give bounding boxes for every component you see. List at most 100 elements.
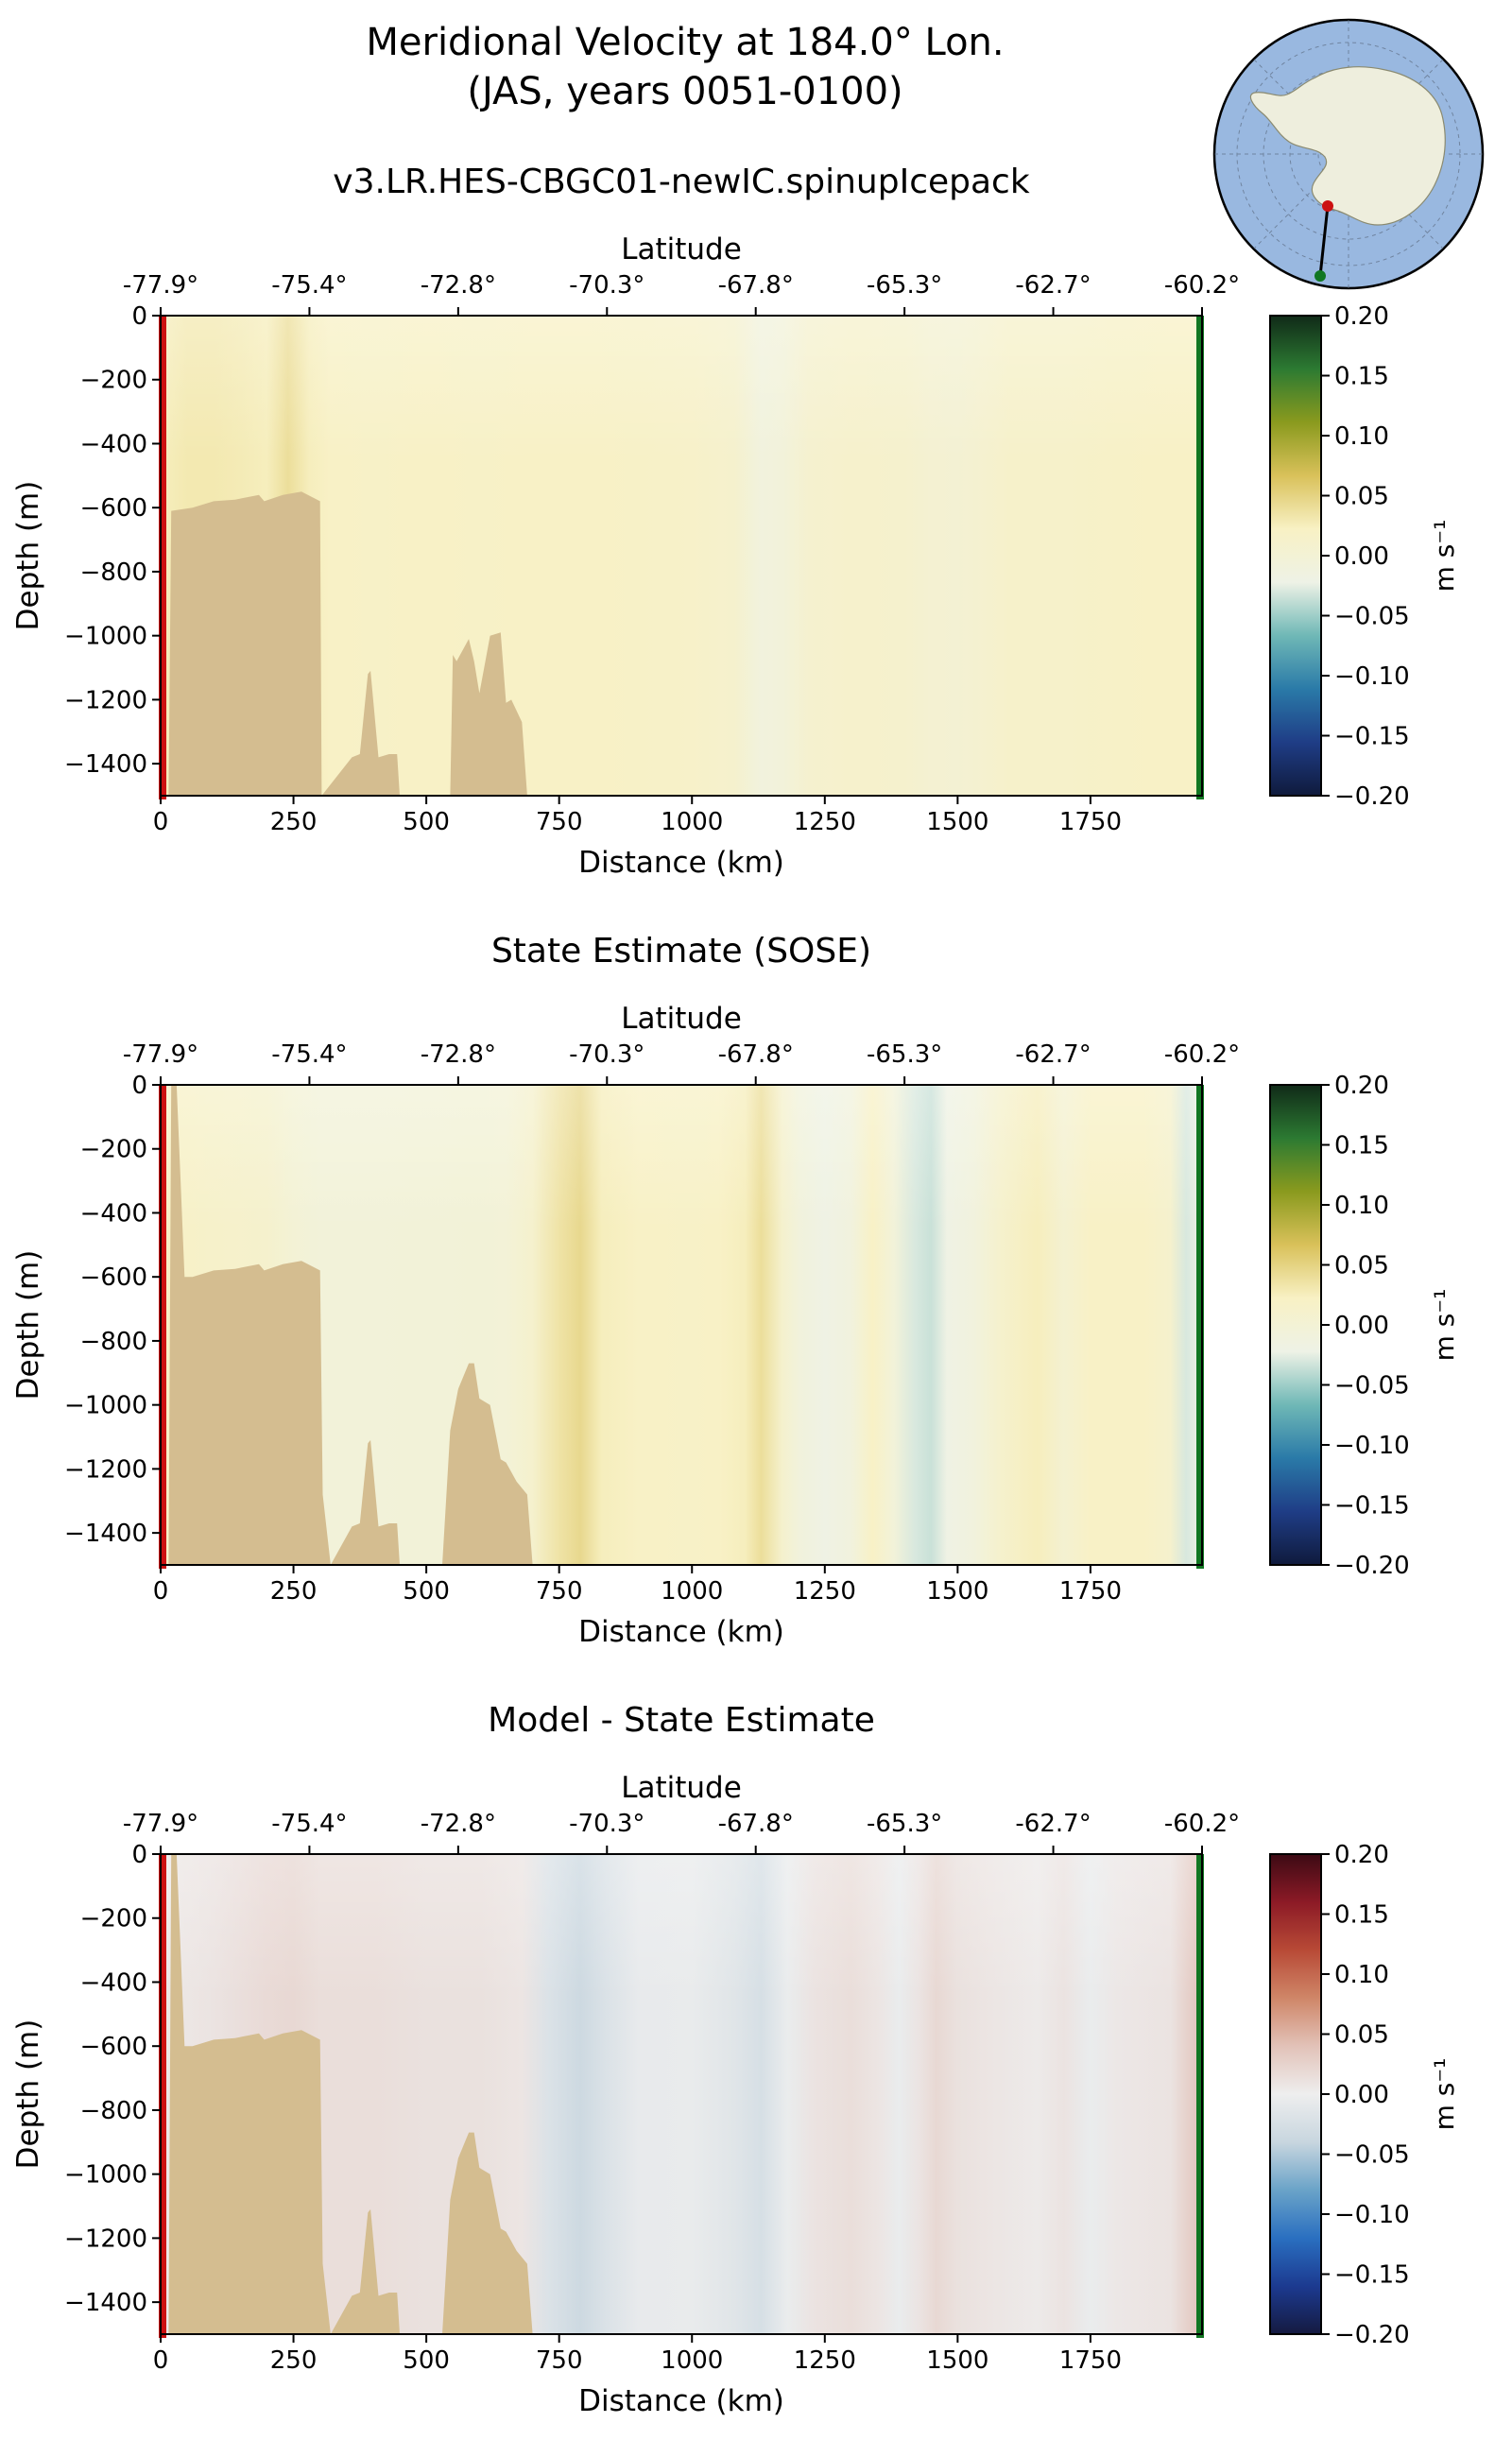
depth-shading	[161, 316, 1202, 796]
lat-tick-label: -77.9°	[123, 1810, 198, 1838]
panel-model: v3.LR.HES-CBGC01-newIC.spinupIcepack 0 −20…	[11, 163, 1460, 880]
latitude-axis-label: Latitude	[621, 1002, 742, 1036]
depth-shading	[161, 1085, 1202, 1565]
colorbar: 0.20 0.15 0.10 0.05 0.00 −0.05 −0.10 −0.15 −0.20…	[1269, 1072, 1460, 1580]
colorbar-tick-label: −0.20	[1334, 2321, 1410, 2349]
lat-tick-label: -60.2°	[1164, 1040, 1240, 1069]
plot-frame	[160, 315, 1203, 797]
colorbar-tick-label: −0.20	[1334, 1552, 1410, 1580]
x-tick-label: 1000	[661, 1577, 723, 1606]
x-tick-label: 1500	[926, 1577, 988, 1606]
y-tick-label: 0	[131, 1841, 147, 1869]
plot-frame	[160, 1853, 1203, 2335]
x-axis-label: Distance (km)	[578, 1615, 784, 1649]
y-tick-label: 0	[131, 1072, 147, 1100]
x-tick-label: 0	[153, 2346, 169, 2375]
section-end-marker	[1314, 270, 1326, 282]
colorbar-tick-label: 0.10	[1334, 1192, 1389, 1220]
latitude-axis-label: Latitude	[621, 1771, 742, 1805]
colorbar-tick-label: 0.20	[1334, 302, 1389, 331]
y-tick-label: −400	[80, 430, 147, 458]
section-start-marker	[1322, 200, 1333, 212]
colorbar-tick-label: 0.00	[1334, 1312, 1389, 1340]
y-tick-label: −1200	[64, 2225, 147, 2253]
y-tick-label: −800	[80, 1328, 147, 1356]
colorbar-tick-label: −0.20	[1334, 782, 1410, 811]
colorbar-tick-label: 0.10	[1334, 422, 1389, 451]
latitude-axis-label: Latitude	[621, 232, 742, 266]
colorbar-label: m s⁻¹	[1429, 520, 1460, 593]
antarctica-inset-map	[1212, 18, 1485, 290]
x-tick-label: 250	[270, 1577, 318, 1606]
lat-tick-label: -70.3°	[569, 271, 644, 300]
x-axis-label: Distance (km)	[578, 2384, 784, 2418]
colorbar-tick-label: 0.10	[1334, 1961, 1389, 1989]
lat-tick-label: -65.3°	[867, 1810, 942, 1838]
lat-tick-label: -70.3°	[569, 1040, 644, 1069]
antarctica-landmass	[1249, 66, 1446, 226]
y-tick-label: −400	[80, 1968, 147, 1997]
y-tick-label: −200	[80, 1136, 147, 1164]
panel-difference: Model - State Estimate 0 −200 −400 −600 −800 −…	[11, 1701, 1460, 2418]
figure-title-line1: Meridional Velocity at 184.0° Lon.	[366, 21, 1004, 64]
x-tick-label: 1250	[794, 808, 856, 836]
y-tick-label: −1000	[64, 623, 147, 651]
colorbar-tick-label: −0.10	[1334, 2201, 1410, 2229]
y-tick-label: −200	[80, 1905, 147, 1933]
colorbar-tick-label: −0.15	[1334, 723, 1410, 751]
plot-frame	[160, 1084, 1203, 1566]
bathymetry-landmass	[161, 1854, 1202, 2334]
colorbar-fill	[1269, 1084, 1322, 1566]
lat-tick-label: -77.9°	[123, 1040, 198, 1069]
lat-tick-label: -65.3°	[867, 271, 942, 300]
lat-tick-label: -72.8°	[421, 1810, 496, 1838]
lat-tick-label: -72.8°	[421, 1040, 496, 1069]
x-tick-label: 1500	[926, 2346, 988, 2375]
x-tick-label: 750	[536, 808, 583, 836]
colorbar-tick-label: 0.05	[1334, 2021, 1389, 2050]
x-tick-label: 1750	[1059, 808, 1122, 836]
lat-tick-label: -62.7°	[1015, 1040, 1091, 1069]
y-tick-label: −1400	[64, 1520, 147, 1548]
figure-title-line2: (JAS, years 0051-0100)	[467, 70, 902, 113]
y-tick-label: −400	[80, 1199, 147, 1228]
y-tick-label: −600	[80, 494, 147, 523]
lat-tick-label: -62.7°	[1015, 271, 1091, 300]
colorbar-fill	[1269, 1853, 1322, 2335]
y-tick-label: −800	[80, 2097, 147, 2125]
colorbar-tick-label: −0.05	[1334, 603, 1410, 631]
lat-tick-label: -67.8°	[718, 1040, 794, 1069]
x-tick-label: 1500	[926, 808, 988, 836]
colorbar-tick-label: −0.10	[1334, 1432, 1410, 1460]
lat-tick-label: -70.3°	[569, 1810, 644, 1838]
panel-title: v3.LR.HES-CBGC01-newIC.spinupIcepack	[333, 163, 1030, 201]
x-tick-label: 500	[403, 1577, 450, 1606]
x-tick-label: 750	[536, 2346, 583, 2375]
y-tick-label: −600	[80, 1263, 147, 1292]
colorbar: 0.20 0.15 0.10 0.05 0.00 −0.05 −0.10 −0.15 −0.20…	[1269, 302, 1460, 811]
y-tick-label: −1200	[64, 1455, 147, 1484]
x-tick-label: 1250	[794, 1577, 856, 1606]
lat-tick-label: -75.4°	[271, 271, 347, 300]
x-axis-label: Distance (km)	[578, 846, 784, 880]
x-tick-label: 1000	[661, 2346, 723, 2375]
y-tick-label: −1000	[64, 2161, 147, 2190]
y-axis-label: Depth (m)	[11, 1250, 45, 1400]
lat-tick-label: -72.8°	[421, 271, 496, 300]
colorbar-tick-label: 0.20	[1334, 1072, 1389, 1100]
y-axis-label: Depth (m)	[11, 2019, 45, 2170]
y-tick-label: −1000	[64, 1392, 147, 1420]
lat-tick-label: -62.7°	[1015, 1810, 1091, 1838]
bathymetry-landmass	[161, 1085, 1202, 1565]
colorbar-tick-label: 0.15	[1334, 1901, 1389, 1930]
colorbar-tick-label: 0.15	[1334, 363, 1389, 391]
colorbar-tick-label: −0.10	[1334, 662, 1410, 691]
colorbar-tick-label: 0.00	[1334, 542, 1389, 571]
x-tick-label: 250	[270, 808, 318, 836]
bathymetry-landmass	[161, 491, 1202, 796]
lat-tick-label: -60.2°	[1164, 1810, 1240, 1838]
panel-sose: State Estimate (SOSE) 0 −200 −400 −600 −800 −1…	[11, 932, 1460, 1649]
x-tick-label: 250	[270, 2346, 318, 2375]
colorbar-label: m s⁻¹	[1429, 2058, 1460, 2131]
